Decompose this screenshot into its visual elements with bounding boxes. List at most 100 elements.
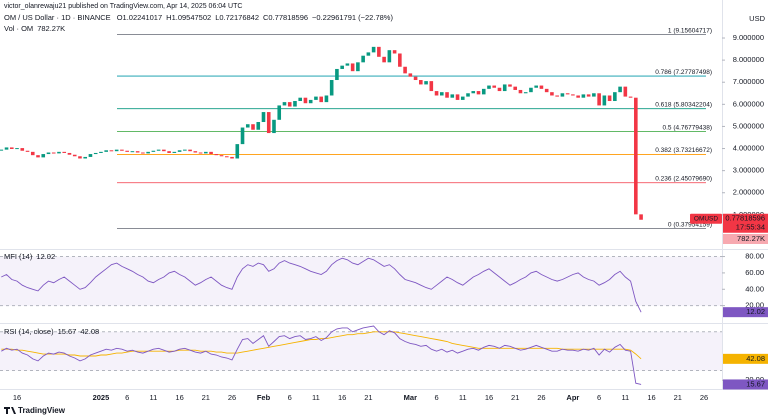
candle (156, 149, 161, 151)
candle (377, 46, 381, 57)
x-tick-label: 16 (175, 393, 183, 402)
candle (135, 151, 140, 153)
band-fill (0, 256, 722, 306)
candle (345, 63, 350, 66)
candle (282, 102, 287, 106)
fib-label: 1 (9.15604717) (668, 27, 712, 34)
candle (329, 80, 334, 96)
candle (502, 84, 507, 92)
candle (293, 101, 297, 107)
value-box (723, 379, 768, 390)
x-tick-label: 16 (13, 393, 21, 402)
candle (544, 88, 549, 93)
candle (529, 87, 533, 93)
candle (634, 97, 638, 215)
candle (303, 97, 308, 104)
x-tick-label: 26 (700, 393, 708, 402)
candle (88, 154, 93, 157)
last-symbol: OMUSD (694, 215, 719, 222)
candle (628, 96, 633, 98)
candle (256, 122, 261, 130)
candle (398, 53, 402, 67)
x-tick-label: 6 (288, 393, 292, 402)
candle (576, 95, 580, 98)
author: victor_olanrewaju21 published on Trading… (4, 3, 242, 10)
candle (571, 94, 575, 96)
candle (429, 81, 434, 92)
y-tick-label: 4.000000 (733, 144, 764, 153)
candle (555, 95, 559, 97)
candle (51, 152, 56, 154)
x-tick-label: 6 (434, 393, 438, 402)
candle (356, 62, 360, 72)
x-tick-label: 16 (647, 393, 655, 402)
candle (209, 151, 213, 155)
y-tick-label: 60.00 (745, 268, 764, 277)
candle (298, 97, 303, 102)
candle (586, 94, 591, 97)
candle (476, 91, 481, 95)
y-tick-label: 6.000000 (733, 99, 764, 108)
x-tick-label: 11 (312, 393, 320, 402)
candle (613, 92, 617, 102)
candle (466, 93, 470, 97)
candle (513, 86, 518, 90)
candle (450, 94, 455, 98)
candle (481, 88, 486, 95)
candle (335, 68, 339, 81)
candle (67, 152, 72, 155)
candle (130, 151, 135, 153)
y-tick-label: 5.000000 (733, 121, 764, 130)
indicator-line (1, 331, 642, 360)
candle (62, 151, 67, 153)
candle (581, 94, 586, 98)
candle (272, 119, 276, 134)
candle (99, 151, 103, 153)
x-tick-label: Feb (257, 393, 271, 402)
indicator-title: MFI (14) (4, 252, 33, 261)
candle (403, 66, 407, 74)
currency: USD (749, 14, 765, 23)
last-price: 0.77818596 (725, 214, 765, 223)
x-tick-label: 26 (228, 393, 236, 402)
x-tick-label: Apr (566, 393, 579, 402)
candle (183, 149, 187, 151)
candle (219, 155, 224, 157)
candle (230, 156, 234, 159)
volume-title: Vol · OM (4, 24, 33, 33)
fib-label: 0.236 (2.45079690) (655, 175, 712, 182)
candle (319, 96, 323, 103)
symbol-box (690, 213, 722, 224)
candle (198, 152, 203, 154)
candle (261, 112, 266, 123)
candle (497, 87, 502, 92)
candle (114, 149, 119, 152)
candle (146, 151, 150, 154)
y-tick-label: 20.00 (745, 301, 764, 310)
candle (9, 147, 14, 149)
x-tick-label: 11 (149, 393, 157, 402)
candle (20, 148, 25, 151)
y-tick-label: 3.000000 (733, 166, 764, 175)
candle (623, 86, 628, 97)
candle (408, 73, 413, 77)
candle (57, 151, 61, 154)
candle (314, 96, 318, 100)
candle (508, 84, 512, 87)
candle (607, 95, 612, 102)
fib-label: 0.5 (4.76779438) (662, 124, 712, 131)
candle (214, 154, 219, 156)
candle (602, 95, 607, 106)
y-tick-label: 80.00 (745, 252, 764, 261)
candle (382, 56, 386, 63)
candle (366, 52, 371, 56)
candle (419, 80, 423, 85)
candle (455, 94, 460, 100)
x-tick-label: Mar (404, 393, 417, 402)
legend-value: 42.08 (80, 327, 99, 336)
candle (240, 127, 245, 145)
y-tick-label: 9.000000 (733, 33, 764, 42)
x-tick-label: 11 (621, 393, 629, 402)
candle (560, 93, 565, 97)
volume-value: 782.27K (37, 24, 65, 33)
